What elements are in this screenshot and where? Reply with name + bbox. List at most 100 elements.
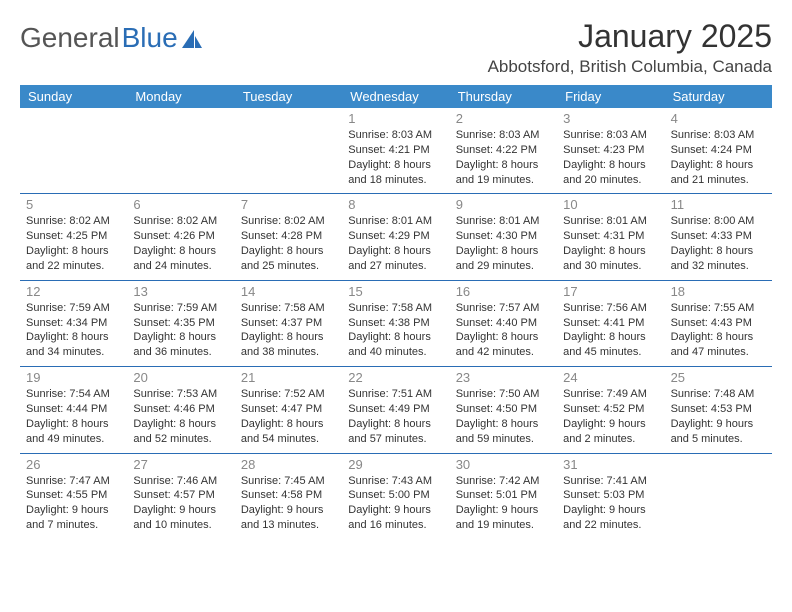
info-line: Sunset: 4:30 PM xyxy=(456,229,551,244)
day-cell: 15Sunrise: 7:58 AMSunset: 4:38 PMDayligh… xyxy=(342,281,449,366)
info-line: Daylight: 8 hours xyxy=(26,417,121,432)
info-line: Sunset: 4:49 PM xyxy=(348,402,443,417)
info-line: and 52 minutes. xyxy=(133,432,228,447)
day-info: Sunrise: 7:43 AMSunset: 5:00 PMDaylight:… xyxy=(348,474,443,533)
info-line: Sunset: 4:58 PM xyxy=(241,488,336,503)
info-line: and 22 minutes. xyxy=(26,259,121,274)
day-info: Sunrise: 7:45 AMSunset: 4:58 PMDaylight:… xyxy=(241,474,336,533)
info-line: Daylight: 8 hours xyxy=(348,417,443,432)
sail-icon xyxy=(182,30,204,50)
info-line: Sunrise: 8:00 AM xyxy=(671,214,766,229)
info-line: Sunset: 4:40 PM xyxy=(456,316,551,331)
day-number: 15 xyxy=(348,284,443,299)
info-line: and 36 minutes. xyxy=(133,345,228,360)
day-cell: 28Sunrise: 7:45 AMSunset: 4:58 PMDayligh… xyxy=(235,454,342,539)
day-cell: 22Sunrise: 7:51 AMSunset: 4:49 PMDayligh… xyxy=(342,367,449,452)
info-line: Sunrise: 8:03 AM xyxy=(671,128,766,143)
day-header: Sunday xyxy=(20,85,127,108)
day-cell xyxy=(665,454,772,539)
day-cell: 4Sunrise: 8:03 AMSunset: 4:24 PMDaylight… xyxy=(665,108,772,193)
day-info: Sunrise: 8:03 AMSunset: 4:22 PMDaylight:… xyxy=(456,128,551,187)
day-cell: 26Sunrise: 7:47 AMSunset: 4:55 PMDayligh… xyxy=(20,454,127,539)
info-line: and 16 minutes. xyxy=(348,518,443,533)
info-line: and 25 minutes. xyxy=(241,259,336,274)
day-cell: 12Sunrise: 7:59 AMSunset: 4:34 PMDayligh… xyxy=(20,281,127,366)
day-number: 31 xyxy=(563,457,658,472)
day-cell: 3 Sunrise: 8:03 AMSunset: 4:23 PMDaylight… xyxy=(557,108,664,193)
week-row: 5Sunrise: 8:02 AMSunset: 4:25 PMDaylight… xyxy=(20,194,772,280)
day-cell: 24 Sunrise: 7:49 AMSunset: 4:52 PMDayligh… xyxy=(557,367,664,452)
calendar: SundayMondayTuesdayWednesdayThursdayFrid… xyxy=(20,85,772,539)
day-number: 17 xyxy=(563,284,658,299)
location-text: Abbotsford, British Columbia, Canada xyxy=(488,57,772,77)
day-number: 12 xyxy=(26,284,121,299)
info-line: Sunset: 4:55 PM xyxy=(26,488,121,503)
day-info: Sunrise: 7:59 AMSunset: 4:35 PMDaylight:… xyxy=(133,301,228,360)
info-line: Daylight: 8 hours xyxy=(26,330,121,345)
day-number: 2 xyxy=(456,111,551,126)
day-header: Friday xyxy=(557,85,664,108)
day-number: 25 xyxy=(671,370,766,385)
info-line: Sunset: 4:28 PM xyxy=(241,229,336,244)
info-line: Sunrise: 7:42 AM xyxy=(456,474,551,489)
info-line: Sunset: 4:21 PM xyxy=(348,143,443,158)
info-line: Daylight: 8 hours xyxy=(241,244,336,259)
info-line: and 57 minutes. xyxy=(348,432,443,447)
day-cell: 20Sunrise: 7:53 AMSunset: 4:46 PMDayligh… xyxy=(127,367,234,452)
day-cell: 1Sunrise: 8:03 AMSunset: 4:21 PMDaylight… xyxy=(342,108,449,193)
info-line: and 2 minutes. xyxy=(563,432,658,447)
day-cell: 25Sunrise: 7:48 AMSunset: 4:53 PMDayligh… xyxy=(665,367,772,452)
day-info: Sunrise: 8:01 AMSunset: 4:31 PMDaylight:… xyxy=(563,214,658,273)
info-line: Sunrise: 7:46 AM xyxy=(133,474,228,489)
info-line: Sunset: 4:24 PM xyxy=(671,143,766,158)
info-line: Sunrise: 8:02 AM xyxy=(241,214,336,229)
page-header: GeneralBlue January 2025 Abbotsford, Bri… xyxy=(20,18,772,77)
info-line: and 45 minutes. xyxy=(563,345,658,360)
day-info: Sunrise: 7:55 AMSunset: 4:43 PMDaylight:… xyxy=(671,301,766,360)
day-cell: 29Sunrise: 7:43 AMSunset: 5:00 PMDayligh… xyxy=(342,454,449,539)
info-line: Sunset: 5:00 PM xyxy=(348,488,443,503)
info-line: and 10 minutes. xyxy=(133,518,228,533)
info-line: Sunrise: 7:54 AM xyxy=(26,387,121,402)
day-info: Sunrise: 7:51 AMSunset: 4:49 PMDaylight:… xyxy=(348,387,443,446)
day-info: Sunrise: 7:49 AMSunset: 4:52 PMDaylight:… xyxy=(563,387,658,446)
info-line: Sunrise: 8:01 AM xyxy=(348,214,443,229)
day-cell xyxy=(235,108,342,193)
info-line: Sunrise: 8:01 AM xyxy=(563,214,658,229)
day-info: Sunrise: 7:46 AMSunset: 4:57 PMDaylight:… xyxy=(133,474,228,533)
info-line: Sunset: 4:37 PM xyxy=(241,316,336,331)
info-line: Sunrise: 7:52 AM xyxy=(241,387,336,402)
info-line: Daylight: 8 hours xyxy=(456,244,551,259)
day-header-row: SundayMondayTuesdayWednesdayThursdayFrid… xyxy=(20,85,772,108)
day-info: Sunrise: 7:47 AMSunset: 4:55 PMDaylight:… xyxy=(26,474,121,533)
info-line: Sunrise: 8:02 AM xyxy=(133,214,228,229)
day-info: Sunrise: 8:03 AMSunset: 4:23 PMDaylight:… xyxy=(563,128,658,187)
info-line: Sunset: 4:26 PM xyxy=(133,229,228,244)
day-number: 18 xyxy=(671,284,766,299)
day-cell: 30Sunrise: 7:42 AMSunset: 5:01 PMDayligh… xyxy=(450,454,557,539)
day-cell: 2 Sunrise: 8:03 AMSunset: 4:22 PMDaylight… xyxy=(450,108,557,193)
day-number: 3 xyxy=(563,111,658,126)
day-info: Sunrise: 8:03 AMSunset: 4:24 PMDaylight:… xyxy=(671,128,766,187)
day-info: Sunrise: 8:01 AMSunset: 4:29 PMDaylight:… xyxy=(348,214,443,273)
info-line: Sunset: 4:57 PM xyxy=(133,488,228,503)
info-line: Daylight: 8 hours xyxy=(456,158,551,173)
day-cell: 8Sunrise: 8:01 AMSunset: 4:29 PMDaylight… xyxy=(342,194,449,279)
info-line: Sunrise: 7:45 AM xyxy=(241,474,336,489)
info-line: Daylight: 8 hours xyxy=(133,330,228,345)
day-header: Wednesday xyxy=(342,85,449,108)
info-line: Sunrise: 7:56 AM xyxy=(563,301,658,316)
info-line: and 22 minutes. xyxy=(563,518,658,533)
info-line: Sunset: 4:43 PM xyxy=(671,316,766,331)
info-line: Sunrise: 8:03 AM xyxy=(456,128,551,143)
day-info: Sunrise: 7:42 AMSunset: 5:01 PMDaylight:… xyxy=(456,474,551,533)
info-line: and 29 minutes. xyxy=(456,259,551,274)
day-number: 24 xyxy=(563,370,658,385)
day-cell: 19Sunrise: 7:54 AMSunset: 4:44 PMDayligh… xyxy=(20,367,127,452)
day-number: 16 xyxy=(456,284,551,299)
title-block: January 2025 Abbotsford, British Columbi… xyxy=(488,18,772,77)
info-line: and 24 minutes. xyxy=(133,259,228,274)
info-line: Daylight: 8 hours xyxy=(26,244,121,259)
info-line: Sunrise: 7:50 AM xyxy=(456,387,551,402)
info-line: Daylight: 9 hours xyxy=(133,503,228,518)
